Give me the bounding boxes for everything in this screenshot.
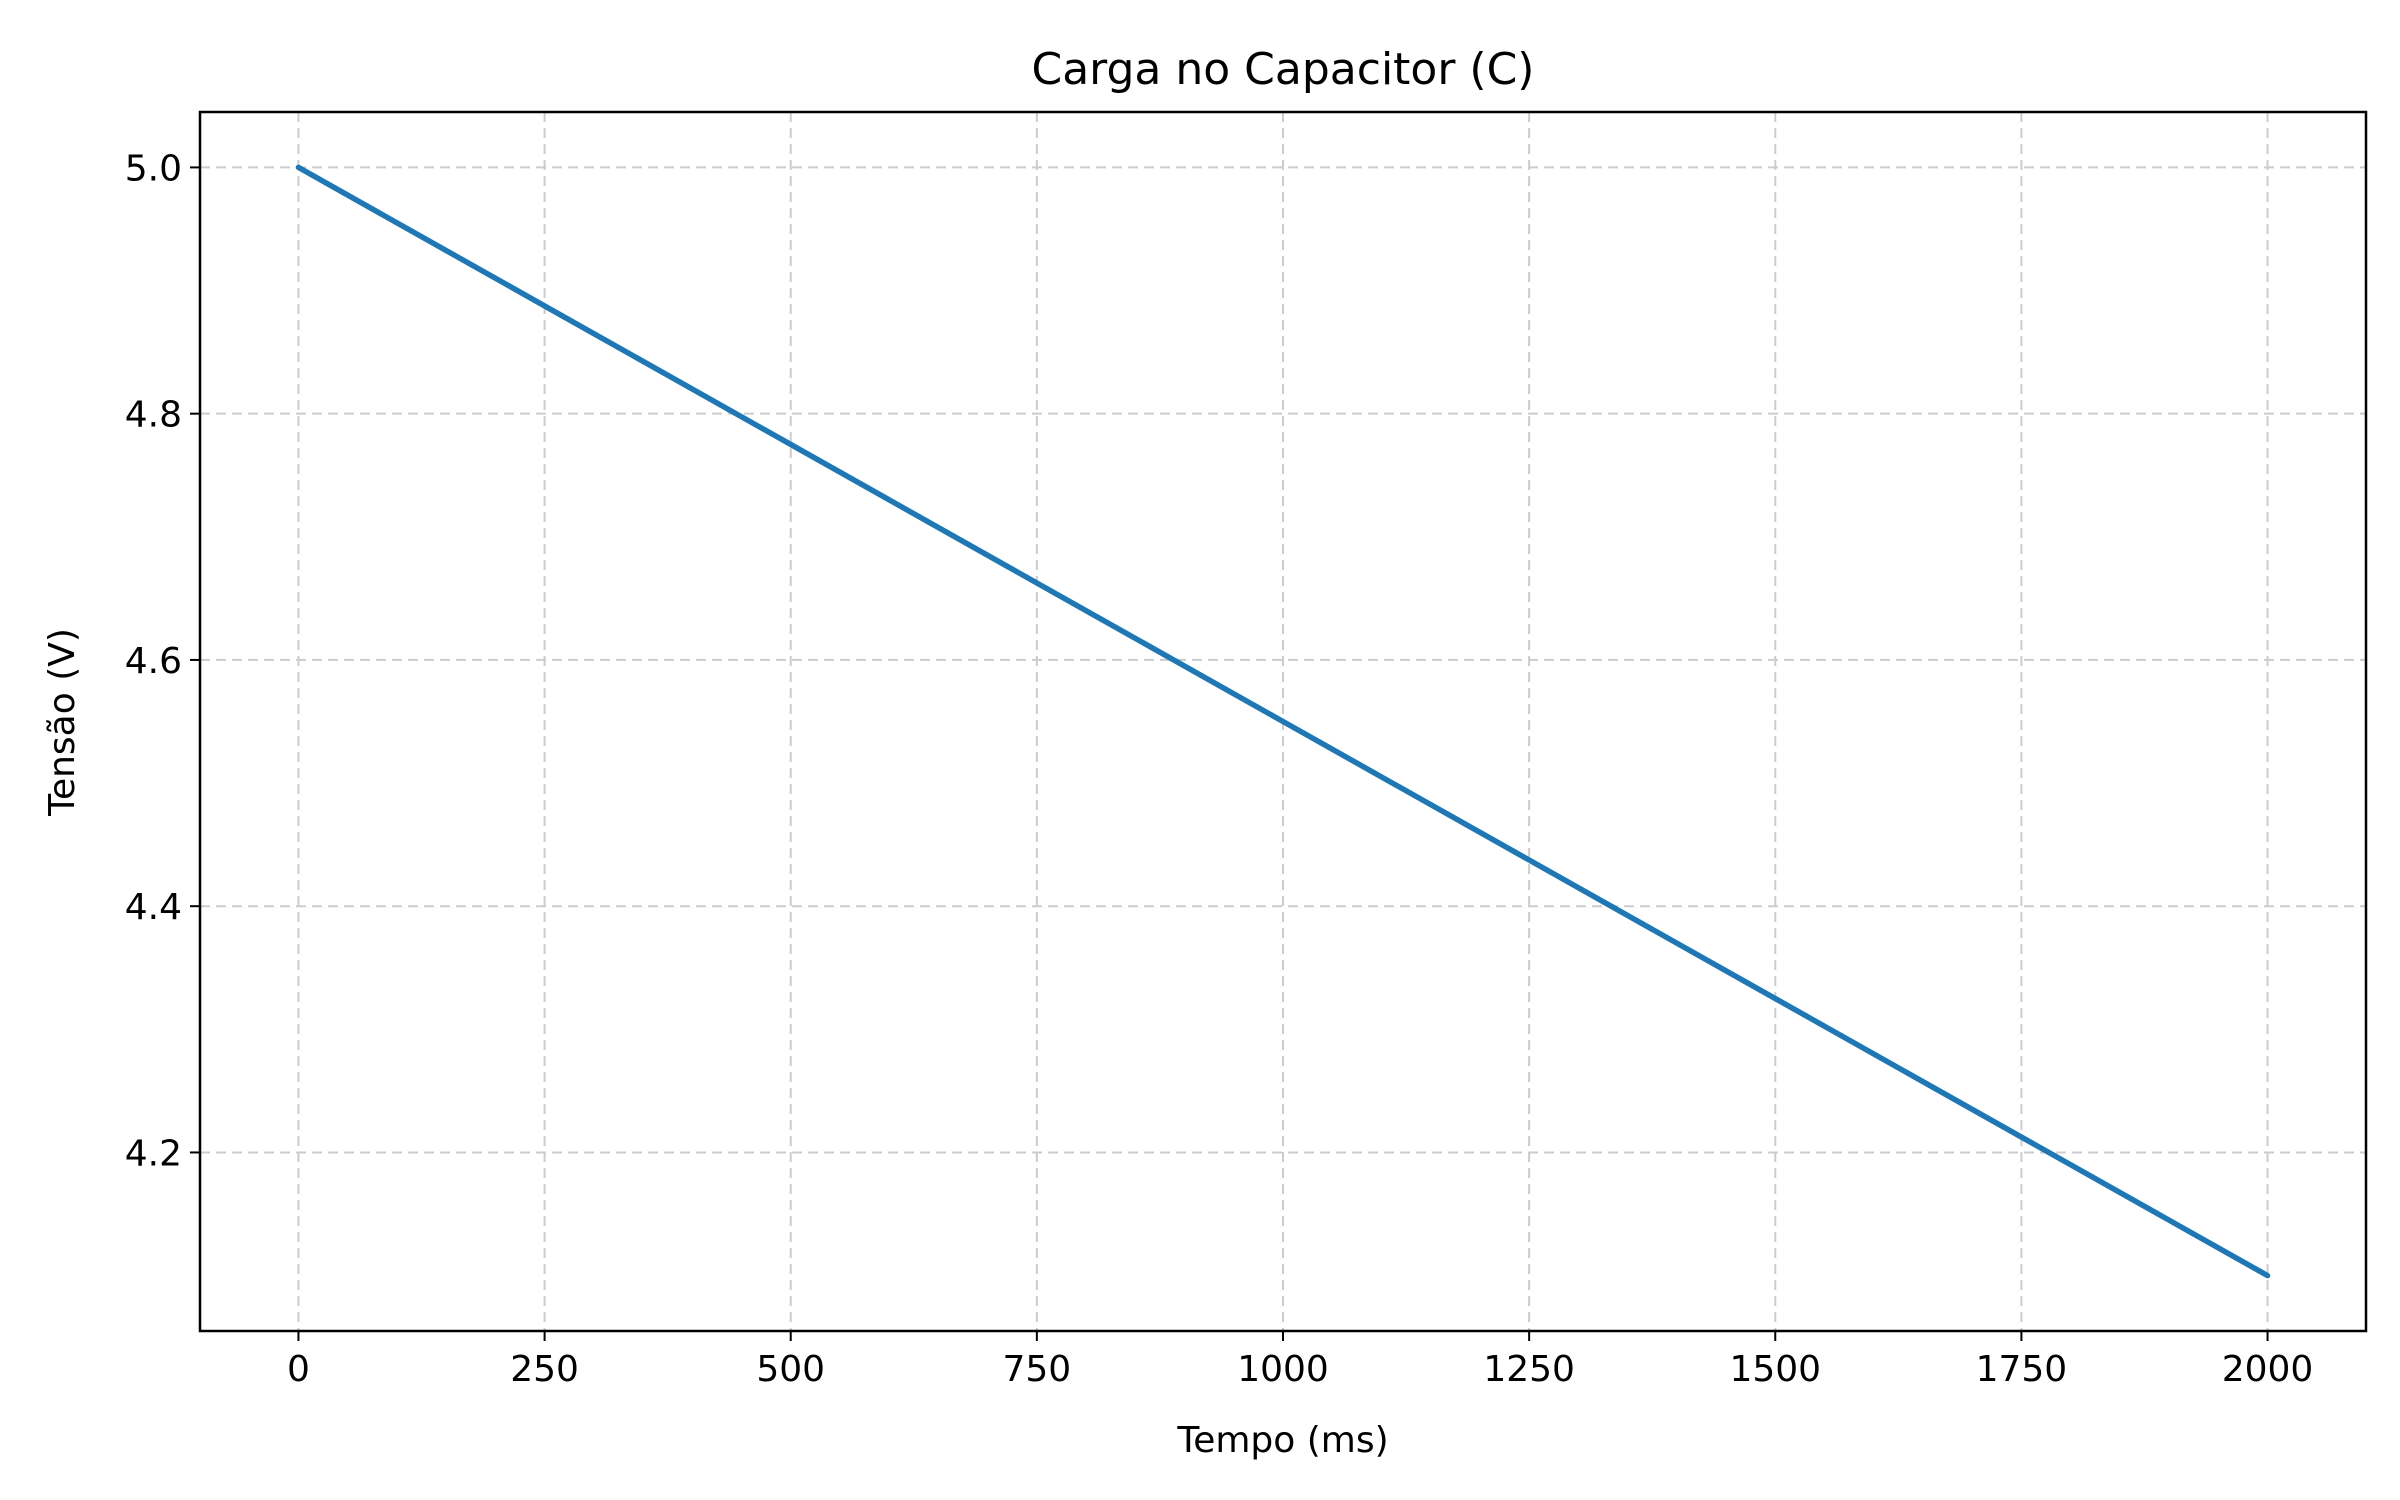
x-tick-label: 1500: [1729, 1349, 1821, 1390]
grid: [200, 112, 2366, 1331]
x-tick-label: 750: [1003, 1349, 1072, 1390]
chart-title: Carga no Capacitor (C): [1032, 44, 1535, 95]
x-tick-label: 500: [756, 1349, 825, 1390]
y-tick-label: 4.2: [125, 1133, 182, 1174]
y-axis: 4.2 4.4 4.6 4.8 5.0: [125, 148, 200, 1174]
x-tick-label: 2000: [2222, 1349, 2314, 1390]
x-tick-label: 1000: [1237, 1349, 1329, 1390]
x-tick-label: 1250: [1483, 1349, 1575, 1390]
x-axis-label: Tempo (ms): [1176, 1420, 1388, 1461]
y-tick-label: 4.6: [125, 641, 182, 682]
series-layer: [295, 164, 2271, 1279]
series-line: [295, 164, 2271, 1279]
x-tick-label: 1750: [1976, 1349, 2068, 1390]
x-axis: 0 250 500 750 1000 1250 1500 1750 2000: [287, 1331, 2313, 1390]
x-tick-label: 250: [510, 1349, 579, 1390]
y-axis-label: Tensão (V): [42, 628, 83, 817]
x-tick-label: 0: [287, 1349, 310, 1390]
y-tick-label: 5.0: [125, 148, 182, 189]
y-tick-label: 4.4: [125, 887, 182, 928]
y-tick-label: 4.8: [125, 395, 182, 436]
